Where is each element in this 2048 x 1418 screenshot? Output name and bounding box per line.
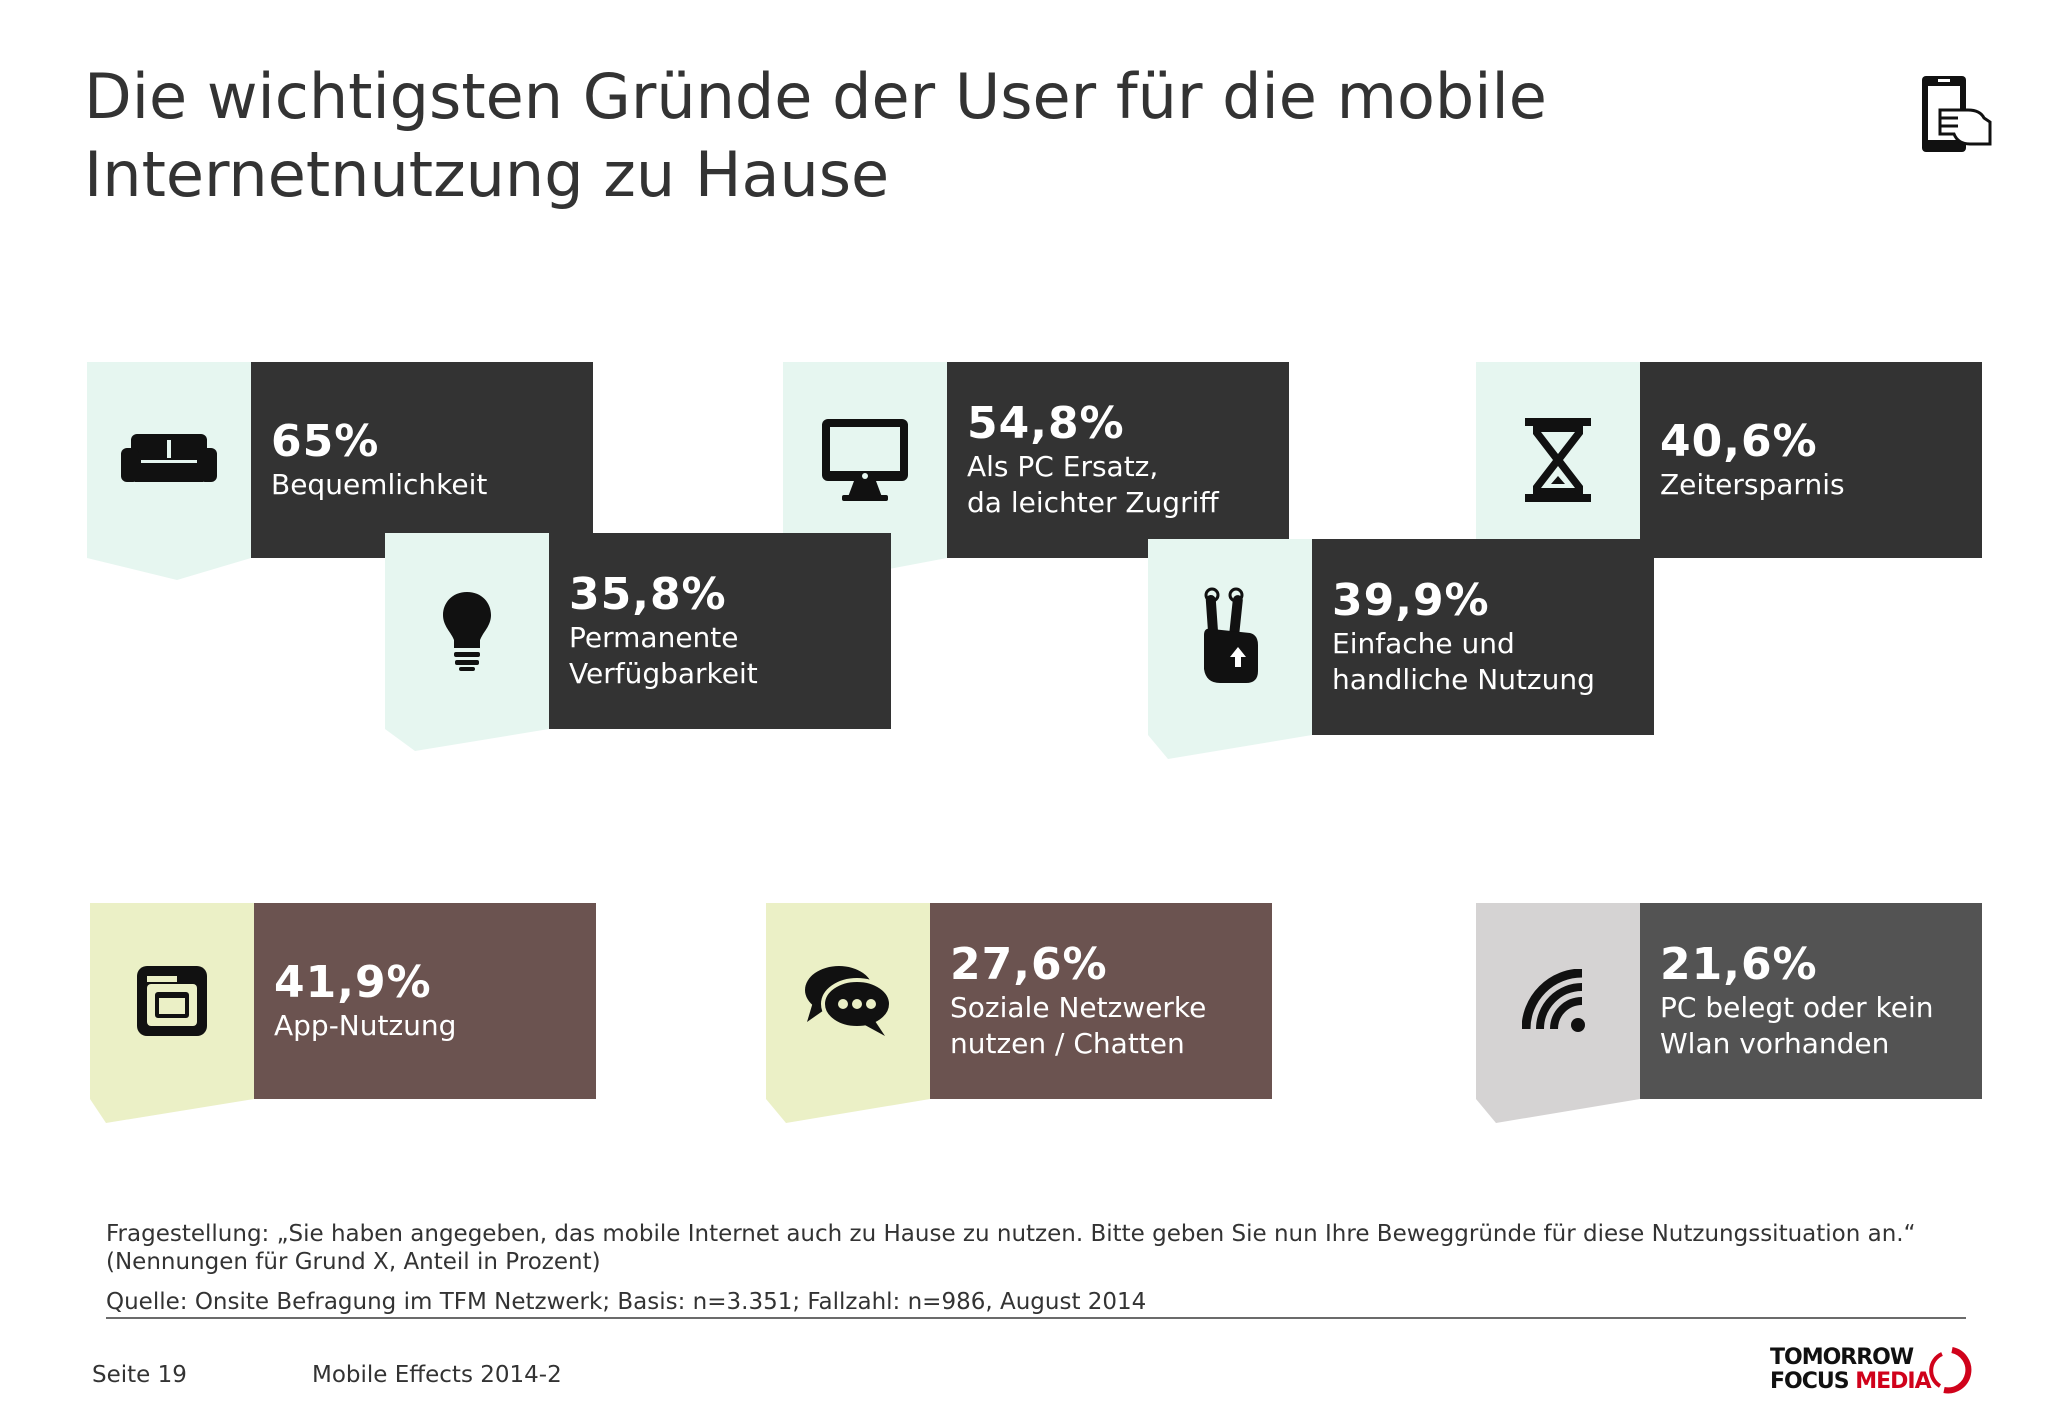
- reason-card-kein-wlan: 21,6% PC belegt oder kein Wlan vorhanden: [1476, 903, 1982, 1123]
- reason-percentage: 35,8%: [569, 569, 727, 620]
- reason-label: PC belegt oder kein Wlan vorhanden: [1660, 991, 1934, 1060]
- footer-divider: [106, 1317, 1966, 1319]
- icon-box: [1148, 539, 1312, 735]
- text-box: 40,6% Zeitersparnis: [1640, 362, 1982, 558]
- tomorrow-focus-media-logo: TOMORROW FOCUS MEDIA: [1770, 1346, 1980, 1396]
- text-box: 35,8% Permanente Verfügbarkeit: [549, 533, 891, 729]
- reason-card-zeitersparnis: 40,6% Zeitersparnis: [1476, 362, 1982, 558]
- slide-title: Die wichtigsten Gründe der User für die …: [84, 58, 1784, 214]
- reason-percentage: 40,6%: [1660, 416, 1818, 467]
- reason-card-handliche-nutzung: 39,9% Einfache und handliche Nutzung: [1148, 539, 1654, 759]
- reason-label: Als PC Ersatz, da leichter Zugriff: [967, 450, 1219, 519]
- reason-card-app-nutzung: 41,9% App-Nutzung: [90, 903, 596, 1123]
- reason-card-bequemlichkeit: 65% Bequemlichkeit: [87, 362, 593, 580]
- logo-line-1: TOMORROW: [1770, 1345, 1914, 1370]
- hourglass-icon: [1525, 418, 1591, 502]
- text-box: 21,6% PC belegt oder kein Wlan vorhanden: [1640, 903, 1982, 1099]
- reason-label: Soziale Netzwerke nutzen / Chatten: [950, 991, 1207, 1060]
- app-windows-icon: [137, 966, 207, 1036]
- sofa-icon: [121, 434, 217, 482]
- question-footnote: Fragestellung: „Sie haben angegeben, das…: [106, 1221, 1916, 1275]
- slide-title-line-1: Die wichtigsten Gründe der User für die …: [84, 60, 1547, 133]
- slide-title-line-2: Internetnutzung zu Hause: [84, 138, 890, 211]
- page-number: Seite 19: [92, 1362, 187, 1388]
- icon-box: [90, 903, 254, 1099]
- footer-title: Mobile Effects 2014-2: [312, 1362, 562, 1388]
- lightbulb-icon: [443, 592, 491, 671]
- reason-card-pc-ersatz: 54,8% Als PC Ersatz, da leichter Zugriff: [783, 362, 1289, 572]
- reason-label: App-Nutzung: [274, 1009, 457, 1042]
- icon-box: [1476, 362, 1640, 558]
- text-box: 39,9% Einfache und handliche Nutzung: [1312, 539, 1654, 735]
- text-box: 54,8% Als PC Ersatz, da leichter Zugriff: [947, 362, 1289, 558]
- reason-percentage: 41,9%: [274, 957, 432, 1008]
- reason-percentage: 21,6%: [1660, 939, 1818, 990]
- reason-card-soziale-netzwerke: 27,6% Soziale Netzwerke nutzen / Chatten: [766, 903, 1272, 1123]
- reason-label: Einfache und handliche Nutzung: [1332, 627, 1595, 696]
- logo-line-2: FOCUS MEDIA: [1770, 1369, 1932, 1394]
- text-box: 27,6% Soziale Netzwerke nutzen / Chatten: [930, 903, 1272, 1099]
- reason-percentage: 39,9%: [1332, 575, 1490, 626]
- source-note: Quelle: Onsite Befragung im TFM Netzwerk…: [106, 1289, 1147, 1315]
- reason-label: Permanente Verfügbarkeit: [569, 621, 758, 690]
- reason-card-verfuegbarkeit: 35,8% Permanente Verfügbarkeit: [385, 533, 891, 751]
- reason-percentage: 54,8%: [967, 398, 1125, 449]
- reason-label: Zeitersparnis: [1660, 468, 1845, 501]
- icon-box: [87, 362, 251, 558]
- wifi-icon: [1522, 969, 1585, 1032]
- reason-percentage: 65%: [271, 416, 380, 467]
- logo-arc-icon: [1929, 1347, 1972, 1394]
- chat-bubbles-icon: [805, 966, 893, 1036]
- text-box: 41,9% App-Nutzung: [254, 903, 596, 1099]
- reason-percentage: 27,6%: [950, 939, 1108, 990]
- two-finger-touch-icon: [1204, 587, 1258, 683]
- icon-box: [385, 533, 549, 729]
- icon-box: [1476, 903, 1640, 1099]
- icon-box: [783, 362, 947, 558]
- monitor-icon: [822, 419, 908, 501]
- reason-label: Bequemlichkeit: [271, 468, 488, 501]
- icon-box: [766, 903, 930, 1099]
- smartphone-hand-icon: [1922, 76, 1992, 152]
- text-box: 65% Bequemlichkeit: [251, 362, 593, 558]
